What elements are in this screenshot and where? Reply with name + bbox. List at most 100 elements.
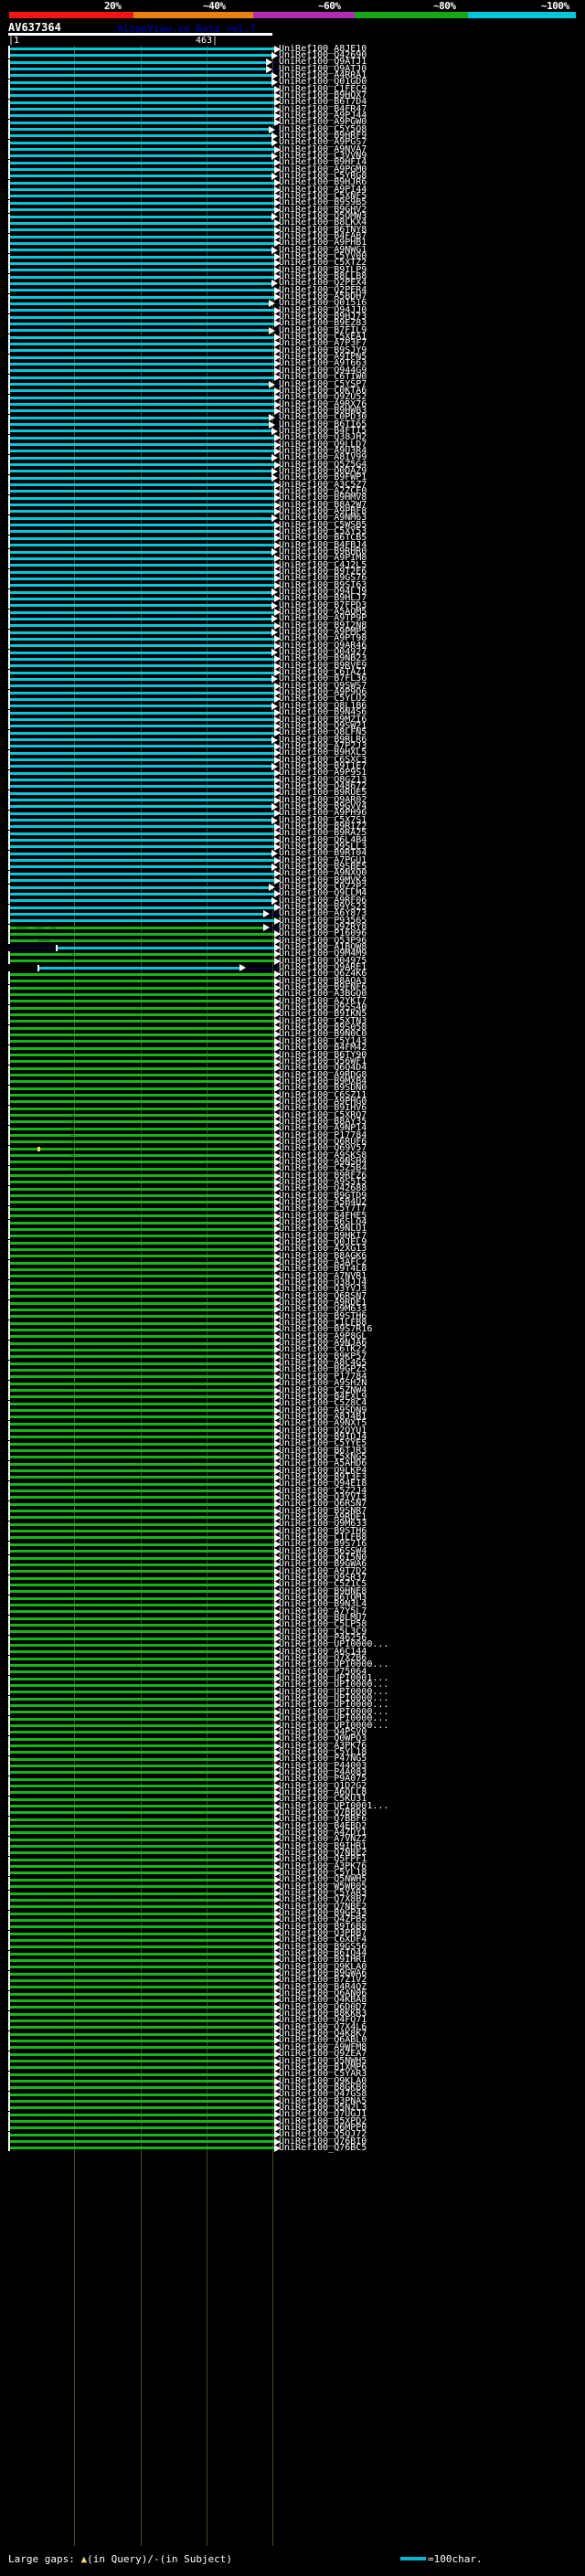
alignment-row[interactable]: UniRef100_C3VVN9 [0,151,585,161]
hit-bar[interactable] [10,697,274,701]
alignment-row[interactable]: UniRef100_Q8L1B6 [0,701,585,711]
hit-bar[interactable] [10,657,274,661]
hit-bar[interactable] [10,2060,274,2062]
hit-label[interactable]: UniRef100_P44003 [279,1760,367,1771]
alignment-row[interactable]: UniRef100_B6T7D4 [0,97,585,107]
alignment-row[interactable]: UniRef100_B6TCB5 [0,533,585,543]
hit-label[interactable]: UniRef100_B9T6B8 [279,1921,367,1932]
hit-label[interactable]: UniRef100_C5XNF5 [279,190,367,201]
hit-bar[interactable] [10,1074,274,1077]
hit-bar[interactable] [10,376,274,379]
alignment-row[interactable]: UniRef100_B9IHR1 [0,1955,585,1965]
alignment-row[interactable]: UniRef100_Q2PER4 [0,285,585,295]
hit-label[interactable]: UniRef100_Q56WF1 [279,1055,367,1066]
hit-label[interactable]: UniRef100_Q8LFN5 [279,727,367,738]
alignment-row[interactable]: UniRef100_B9NB23 [0,653,585,663]
alignment-row[interactable]: UniRef100_Q6I5N0 [0,1553,585,1563]
alignment-row[interactable]: UniRef100_B9GS56 [0,1942,585,1952]
hit-label[interactable]: UniRef100_A8IV99 [279,452,367,463]
hit-label[interactable]: UniRef100_Q9M4M9 [279,949,367,959]
hit-bar[interactable] [10,2046,274,2050]
hit-bar[interactable] [10,1663,274,1667]
alignment-row[interactable]: UniRef100_C5WSB5 [0,520,585,530]
alignment-row[interactable]: UniRef100_Q5NWH5 [0,1874,585,1884]
alignment-row[interactable]: UniRef100_B6IQ44 [0,1948,585,1958]
alignment-row[interactable]: UniRef100_A5B4U2 [0,1197,585,1207]
alignment-row[interactable]: UniRef100_Q53P96 [0,936,585,946]
hit-label[interactable]: UniRef100_C5YLU2 [279,694,367,705]
alignment-row[interactable]: UniRef100_P16096 [0,928,585,938]
alignment-row[interactable]: UniRef100_Q8LFN5 [0,727,585,738]
hit-label[interactable]: UniRef100_B9RVE9 [279,660,367,671]
hit-bar[interactable] [10,315,274,319]
hit-bar[interactable] [10,1966,274,1969]
hit-label[interactable]: UniRef100_C5Y143 [279,1035,367,1046]
alignment-row[interactable]: UniRef100_UPI0000... [0,1713,585,1723]
alignment-row[interactable]: UniRef100_C1LFB8 [0,1532,585,1542]
alignment-row[interactable]: UniRef100_A9NLU1 [0,1224,585,1234]
hit-label[interactable]: UniRef100_Q6Z4K6 [279,969,367,980]
hit-label[interactable]: UniRef100_B4FTI5 [279,425,367,436]
hit-label[interactable]: UniRef100_Q5QJ72 [279,2129,367,2140]
alignment-row[interactable]: UniRef100_A9WFM8 [0,2042,585,2052]
hit-bar[interactable] [10,892,274,896]
hit-bar[interactable] [10,1630,274,1634]
hit-label[interactable]: UniRef100_C6SZ11 [279,1089,367,1100]
hit-label[interactable]: UniRef100_UPI0000... [279,1639,389,1650]
hit-bar[interactable] [10,443,274,447]
alignment-row[interactable]: UniRef100_B9N4S6 [0,707,585,718]
hit-bar[interactable] [10,1731,274,1734]
alignment-row[interactable]: UniRef100_B1XMP6 [0,2062,585,2072]
hit-label[interactable]: UniRef100_P47NG5 [279,1754,367,1765]
alignment-row[interactable]: UniRef100_UPI0000... [0,1687,585,1697]
hit-bar[interactable] [10,362,274,366]
alignment-row[interactable]: UniRef100_Q9LLM4 [0,888,585,898]
hit-label[interactable]: UniRef100_A9PHG0 [279,1096,367,1107]
hit-bar[interactable] [10,68,267,71]
hit-bar[interactable] [10,1227,274,1231]
alignment-row[interactable]: UniRef100_Q94JJ0 [0,305,585,315]
hit-label[interactable]: UniRef100_A9U3R4 [279,445,367,456]
hit-label[interactable]: UniRef100_B5XPD2 [279,2115,367,2126]
hit-label[interactable]: UniRef100_Q9SR37 [279,1573,367,1584]
hit-bar[interactable] [10,872,274,875]
hit-label[interactable]: UniRef100_B9HKI7 [279,1230,367,1241]
alignment-row[interactable]: UniRef100_Q3YVI3 [0,1492,585,1502]
hit-bar[interactable] [10,738,272,742]
hit-label[interactable]: UniRef100_B9N4S6 [279,707,367,718]
hit-bar[interactable] [10,1865,274,1869]
alignment-row[interactable]: UniRef100_B9MXB4 [0,1076,585,1087]
hit-label[interactable]: UniRef100_C5XEA1 [279,332,367,343]
hit-bar[interactable] [10,1502,274,1506]
hit-bar[interactable] [10,671,274,674]
alignment-row[interactable]: UniRef100_C5Z8C4 [0,1398,585,1408]
alignment-row[interactable]: UniRef100_A9SDN9 [0,1405,585,1415]
hit-bar[interactable] [10,1012,274,1016]
hit-bar[interactable] [10,1986,274,1989]
hit-label[interactable]: UniRef100_Q4ZPB5 [279,1914,367,1925]
alignment-row[interactable]: UniRef100_Q6D0D7 [0,2002,585,2012]
hit-bar[interactable] [10,134,272,138]
hit-label[interactable]: UniRef100_P9A075 [279,1774,367,1785]
hit-label[interactable]: UniRef100_A2YKI7 [279,995,367,1006]
alignment-row[interactable]: UniRef100_C5XNF5 [0,190,585,201]
alignment-row[interactable]: UniRef100_Q9SLL3 [0,842,585,852]
hit-bar[interactable] [10,483,274,487]
hit-bar[interactable] [10,409,274,413]
hit-bar[interactable] [10,959,274,963]
hit-bar[interactable] [10,1590,274,1594]
hit-label[interactable]: UniRef100_C6TK22 [279,1344,367,1355]
hit-label[interactable]: UniRef100_B9HXL5 [279,747,367,758]
alignment-row[interactable]: UniRef100_C0PD30 [0,412,585,422]
alignment-row[interactable]: UniRef100_B7Z1V2 [0,1975,585,1986]
hit-bar[interactable] [10,1402,274,1405]
hit-bar[interactable] [10,108,274,111]
hit-label[interactable]: UniRef100_B7Z1V2 [279,1975,367,1986]
hit-label[interactable]: UniRef100_A8J4B1 [279,1411,367,1422]
hit-label[interactable]: UniRef100_A9PGW0 [279,117,367,128]
hit-bar[interactable] [10,1429,274,1433]
hit-label[interactable]: UniRef100_Q0DAZ9 [279,465,367,476]
alignment-row[interactable]: UniRef100_B4R4QZ [0,1982,585,1992]
hit-label[interactable]: UniRef100_Q7XZB6 [279,1653,367,1664]
hit-label[interactable]: UniRef100_B9T2E6 [279,567,367,578]
